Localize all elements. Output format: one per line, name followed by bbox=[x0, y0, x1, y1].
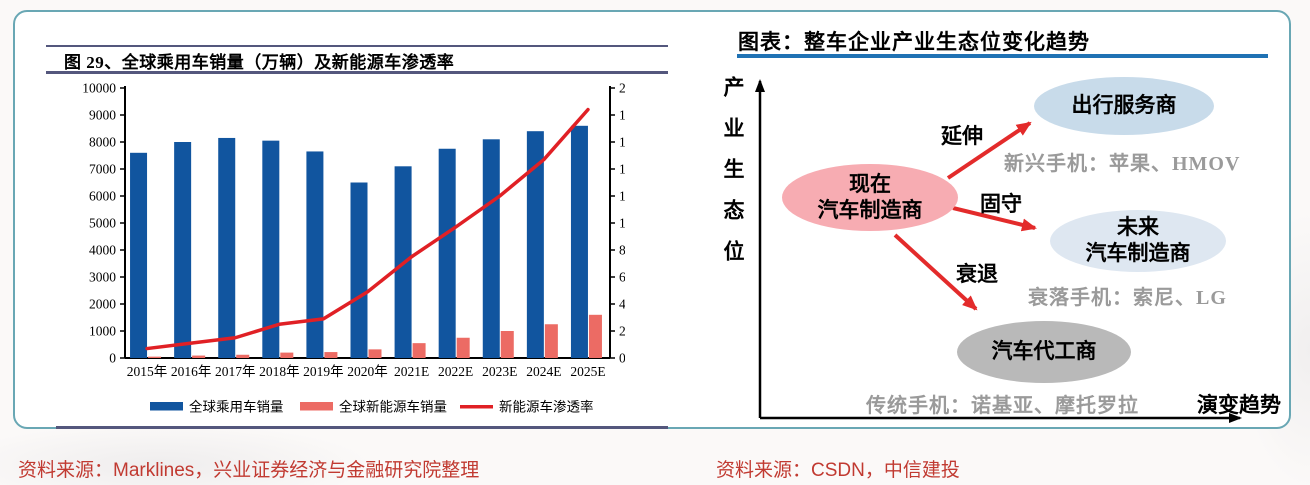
bar-nev-sales bbox=[588, 314, 602, 358]
bar-nev-sales bbox=[456, 337, 470, 358]
left-axis-tick-label: 10000 bbox=[82, 81, 116, 96]
penetration-rate-line bbox=[145, 107, 590, 351]
left-axis-tick-label: 9000 bbox=[89, 108, 116, 123]
left-figure-bottom-rule bbox=[56, 426, 668, 429]
left-source-note: 资料来源：Marklines，兴业证券经济与金融研究院整理 bbox=[18, 460, 480, 481]
left-axis-tick-label: 3000 bbox=[89, 270, 116, 285]
legend-label-3: 新能源车渗透率 bbox=[499, 399, 594, 415]
node-future-line2: 汽车制造商 bbox=[1085, 241, 1191, 265]
bar-nev-sales bbox=[192, 355, 206, 358]
bar-nev-sales bbox=[500, 331, 514, 358]
left-axis-tick-label: 2000 bbox=[89, 297, 116, 312]
left-axis-tick-label: 7000 bbox=[89, 162, 116, 177]
right-axis-tick-label: 20% bbox=[619, 81, 625, 96]
bar-passenger-sales bbox=[130, 152, 148, 358]
bar-passenger-sales bbox=[218, 137, 236, 358]
bar-nev-sales bbox=[148, 356, 162, 358]
node-current-line2: 汽车制造商 bbox=[817, 197, 923, 222]
right-axis-tick-label: 4% bbox=[619, 297, 625, 312]
arrow-extend bbox=[946, 121, 1032, 180]
bar-passenger-sales bbox=[570, 125, 588, 358]
right-axis-tick-label: 18% bbox=[619, 108, 625, 123]
x-axis-category-label: 2016年 bbox=[171, 364, 212, 379]
node-future-automaker: 未来 汽车制造商 bbox=[1050, 210, 1226, 272]
left-axis-tick-label: 6000 bbox=[89, 189, 116, 204]
x-axis-category-label: 2017年 bbox=[215, 364, 256, 379]
right-axis-tick-label: 14% bbox=[619, 162, 625, 177]
bar-passenger-sales bbox=[438, 148, 456, 358]
bar-passenger-sales bbox=[174, 142, 192, 358]
arrow-label-extend: 延伸 bbox=[941, 124, 983, 148]
x-axis-label: 演变趋势 bbox=[1197, 393, 1281, 417]
right-axis-tick-label: 8% bbox=[619, 243, 625, 258]
right-axis-tick-label: 12% bbox=[619, 189, 625, 204]
legend-swatch-1 bbox=[150, 402, 183, 411]
bar-nev-sales bbox=[280, 352, 294, 358]
node-auto-oem: 汽车代工商 bbox=[957, 321, 1131, 383]
legend-label-1: 全球乘用车销量 bbox=[189, 399, 284, 415]
bar-passenger-sales bbox=[306, 151, 324, 358]
left-axis-tick-label: 5000 bbox=[89, 216, 116, 231]
x-axis-category-label: 2015年 bbox=[127, 364, 168, 379]
right-source-note: 资料来源：CSDN，中信建投 bbox=[716, 460, 960, 481]
node-mobility-line1: 出行服务商 bbox=[1071, 93, 1177, 118]
y-axis-label: 产业生态位 bbox=[721, 76, 745, 281]
bar-nev-sales bbox=[324, 352, 338, 358]
x-axis-category-label: 2021E bbox=[394, 364, 429, 379]
left-axis-tick-label: 1000 bbox=[89, 324, 116, 339]
sales-penetration-chart: 0 1000 2000 3000 4000 5000 6000 7000 8000 9000 100… bbox=[82, 81, 625, 415]
right-axis-tick-label: 10% bbox=[619, 216, 625, 231]
left-axis-tick-label: 4000 bbox=[89, 243, 116, 258]
bar-nev-sales bbox=[412, 343, 426, 358]
node-current-automaker: 现在 汽车制造商 bbox=[782, 164, 958, 231]
left-title-rule-bottom bbox=[46, 71, 668, 74]
bar-passenger-sales bbox=[350, 182, 368, 358]
x-axis-category-label: 2025E bbox=[570, 364, 605, 379]
left-figure-title: 图 29、全球乘用车销量（万辆）及新能源车渗透率 bbox=[64, 53, 455, 72]
x-axis-category-label: 2019年 bbox=[303, 364, 344, 379]
right-axis-tick-label: 6% bbox=[619, 270, 625, 285]
node-oem-line1: 汽车代工商 bbox=[991, 339, 1097, 364]
legend-line-swatch bbox=[460, 405, 493, 409]
arrow-label-decline: 衰退 bbox=[956, 262, 998, 286]
right-axis-tick-label: 0% bbox=[619, 351, 625, 366]
legend-label-2: 全球新能源车销量 bbox=[339, 399, 447, 415]
ecosystem-diagram-axes-arrows bbox=[755, 79, 1242, 423]
right-axis-tick-label: 2% bbox=[619, 324, 625, 339]
x-axis-category-label: 2024E bbox=[526, 364, 561, 379]
legend-swatch-2 bbox=[300, 402, 333, 411]
bar-passenger-sales bbox=[262, 140, 280, 358]
left-axis-tick-label: 8000 bbox=[89, 135, 116, 150]
arrow-hold bbox=[952, 206, 1037, 232]
right-axis-tick-label: 16% bbox=[619, 135, 625, 150]
bar-nev-sales bbox=[368, 349, 382, 358]
x-axis-category-label: 2020年 bbox=[347, 364, 388, 379]
node-current-line1: 现在 bbox=[849, 171, 891, 196]
right-figure-title: 图表：整车企业产业生态位变化趋势 bbox=[738, 30, 1090, 54]
arrow-decline bbox=[893, 233, 978, 311]
annotation-declining-phones: 衰落手机：索尼、LG bbox=[1028, 287, 1227, 309]
bar-nev-sales bbox=[544, 324, 558, 358]
left-axis-tick-label: 0 bbox=[109, 351, 116, 366]
x-axis-category-label: 2023E bbox=[482, 364, 517, 379]
x-axis-category-label: 2018年 bbox=[259, 364, 300, 379]
bar-passenger-sales bbox=[526, 131, 544, 358]
arrow-label-hold: 固守 bbox=[980, 192, 1022, 216]
right-title-underline bbox=[737, 54, 1268, 58]
annotation-traditional-phones: 传统手机：诺基亚、摩托罗拉 bbox=[866, 395, 1139, 417]
node-mobility-service: 出行服务商 bbox=[1034, 77, 1214, 135]
bar-nev-sales bbox=[236, 354, 250, 358]
annotation-emerging-phones: 新兴手机：苹果、HMOV bbox=[1004, 153, 1241, 175]
bar-passenger-sales bbox=[482, 139, 500, 358]
node-future-line1: 未来 bbox=[1117, 215, 1159, 240]
x-axis-category-label: 2022E bbox=[438, 364, 473, 379]
left-title-rule-top bbox=[46, 45, 668, 47]
